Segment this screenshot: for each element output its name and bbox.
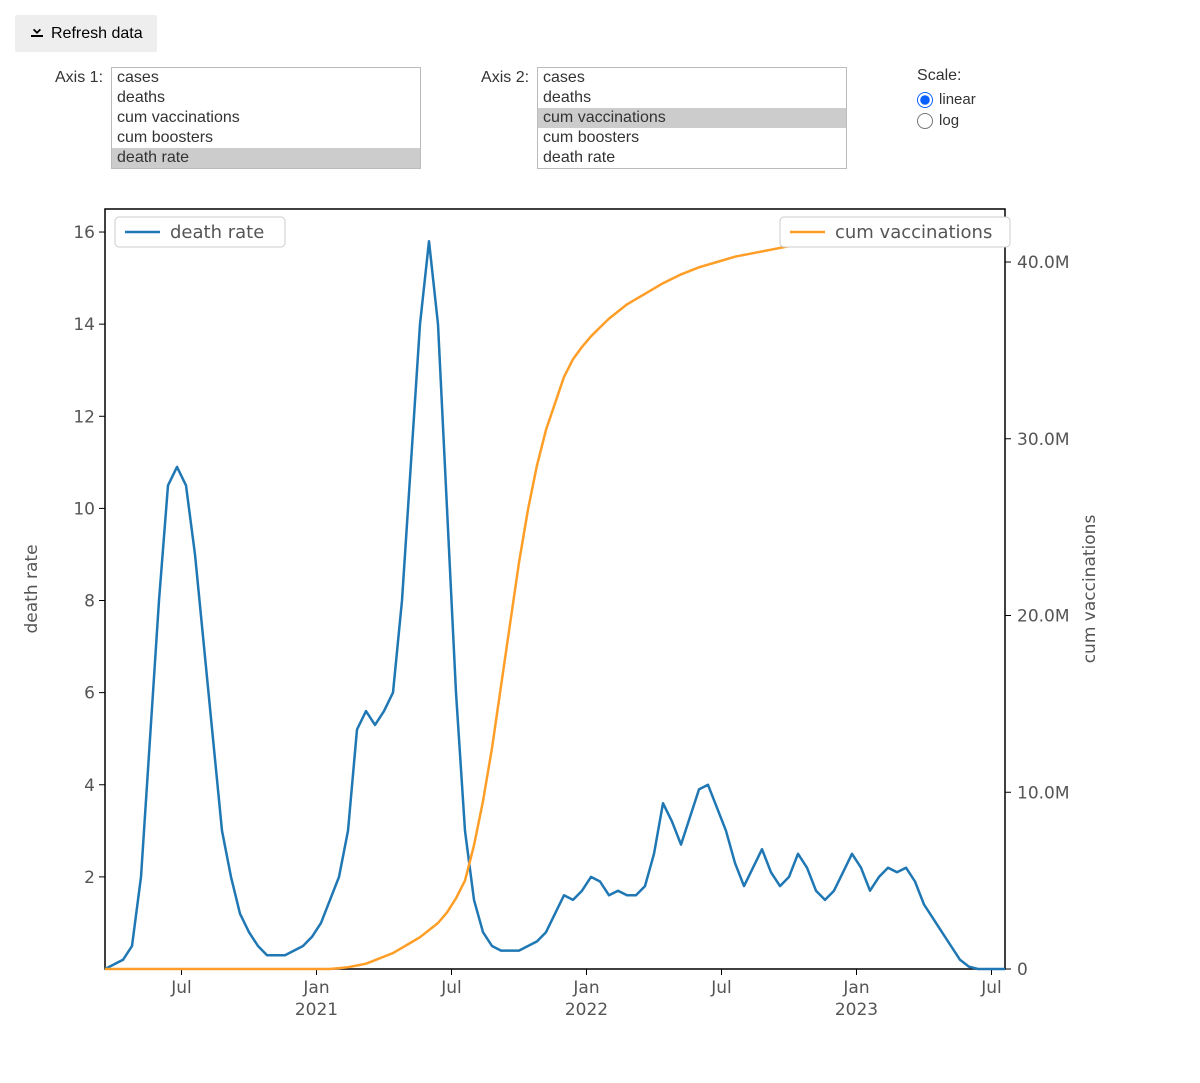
legend-label: death rate [170,222,264,243]
yleft-tick-label: 2 [84,868,95,888]
controls-row: Axis 1: casesdeathscum vaccinationscum b… [55,67,1185,169]
axis1-option[interactable]: cum boosters [112,128,420,148]
axis2-option[interactable]: deaths [538,88,846,108]
x-tick-label: Jul [710,978,732,998]
yright-tick-label: 0 [1017,960,1028,980]
chart: 2 4 6 8 10 12 14 16 death rate 0 10.0M 20.0M 30.0M 40… [15,189,1185,1039]
yleft-axis-label: death rate [22,544,42,633]
scale-label: Scale: [917,67,976,85]
axis1-block: Axis 1: casesdeathscum vaccinationscum b… [55,67,421,169]
axis2-block: Axis 2: casesdeathscum vaccinationscum b… [481,67,847,169]
scale-option-linear[interactable]: linear [917,91,976,108]
yright-axis-label: cum vaccinations [1080,515,1100,664]
axis1-label: Axis 1: [55,67,103,87]
scale-block: Scale: linear log [917,67,976,133]
yright-tick-label: 10.0M [1017,783,1070,803]
series-cum-vaccinations [105,234,1005,969]
scale-radio[interactable] [917,113,933,129]
axis1-option[interactable]: cases [112,68,420,88]
axis2-option[interactable]: cum boosters [538,128,846,148]
yright-tick-label: 40.0M [1017,253,1070,273]
x-tick-label: Jan [572,978,599,998]
download-icon [29,23,45,44]
yright-tick-label: 30.0M [1017,430,1070,450]
axis2-option[interactable]: death rate [538,148,846,168]
x-tick-label: Jul [980,978,1002,998]
x-tick-label: Jul [440,978,462,998]
scale-option-label: log [939,112,959,129]
plot-border [105,209,1005,969]
axis1-select[interactable]: casesdeathscum vaccinationscum boostersd… [111,67,421,169]
x-tick-sublabel: 2023 [835,1000,878,1020]
yleft-tick-label: 8 [84,592,95,612]
yleft-tick-label: 16 [73,223,95,243]
x-tick-sublabel: 2022 [565,1000,608,1020]
scale-radio[interactable] [917,92,933,108]
x-tick-sublabel: 2021 [295,1000,338,1020]
yleft-tick-label: 6 [84,684,95,704]
axis1-option[interactable]: death rate [112,148,420,168]
axis1-option[interactable]: deaths [112,88,420,108]
x-tick-label: Jan [842,978,869,998]
axis2-label: Axis 2: [481,67,529,87]
axis2-option[interactable]: cum vaccinations [538,108,846,128]
series-death-rate [105,241,1005,969]
yleft-tick-label: 14 [73,315,95,335]
yleft-tick-label: 12 [73,407,95,427]
x-tick-label: Jan [302,978,329,998]
legend-label: cum vaccinations [835,222,992,243]
yleft-tick-label: 10 [73,499,95,519]
scale-option-log[interactable]: log [917,112,976,129]
axis1-option[interactable]: cum vaccinations [112,108,420,128]
x-tick-label: Jul [170,978,192,998]
refresh-data-button[interactable]: Refresh data [15,15,157,52]
axis2-select[interactable]: casesdeathscum vaccinationscum boostersd… [537,67,847,169]
axis2-option[interactable]: cases [538,68,846,88]
scale-option-label: linear [939,91,976,108]
yright-tick-label: 20.0M [1017,607,1070,627]
refresh-data-label: Refresh data [51,25,143,43]
yleft-tick-label: 4 [84,776,95,796]
